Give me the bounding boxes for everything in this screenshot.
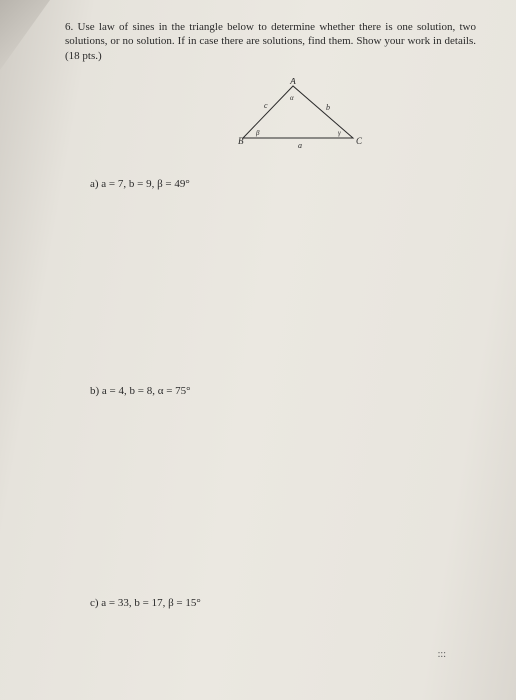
part-c: c) a = 33, b = 17, β = 15° bbox=[90, 597, 476, 609]
triangle-diagram: A B C c b a α β γ bbox=[120, 78, 476, 158]
part-b: b) a = 4, b = 8, α = 75° bbox=[90, 385, 476, 397]
part-b-label: b) bbox=[90, 385, 99, 397]
question-prompt: 6. Use law of sines in the triangle belo… bbox=[60, 20, 476, 63]
page-corner-fold bbox=[0, 0, 50, 70]
part-a-label: a) bbox=[90, 178, 99, 190]
side-c-label: c bbox=[264, 101, 268, 110]
vertex-a-label: A bbox=[289, 78, 296, 86]
part-b-content: a = 4, b = 8, α = 75° bbox=[102, 385, 191, 397]
side-b-label: b bbox=[326, 103, 330, 112]
question-body: Use law of sines in the triangle below t… bbox=[65, 21, 476, 62]
part-c-content: a = 33, b = 17, β = 15° bbox=[101, 597, 201, 609]
side-a-label: a bbox=[298, 141, 302, 150]
part-c-label: c) bbox=[90, 597, 99, 609]
vertex-c-label: C bbox=[356, 136, 363, 146]
angle-gamma-label: γ bbox=[338, 129, 341, 137]
part-a: a) a = 7, b = 9, β = 49° bbox=[90, 178, 476, 190]
decorative-dots: ::: bbox=[438, 649, 446, 660]
vertex-b-label: B bbox=[238, 136, 244, 146]
worksheet-page: 6. Use law of sines in the triangle belo… bbox=[0, 0, 516, 700]
angle-alpha-label: α bbox=[290, 94, 294, 102]
part-a-content: a = 7, b = 9, β = 49° bbox=[101, 178, 190, 190]
triangle-svg: A B C c b a α β γ bbox=[228, 78, 368, 153]
angle-beta-label: β bbox=[255, 129, 260, 137]
triangle-shape bbox=[243, 86, 353, 138]
question-number: 6. bbox=[65, 21, 73, 33]
